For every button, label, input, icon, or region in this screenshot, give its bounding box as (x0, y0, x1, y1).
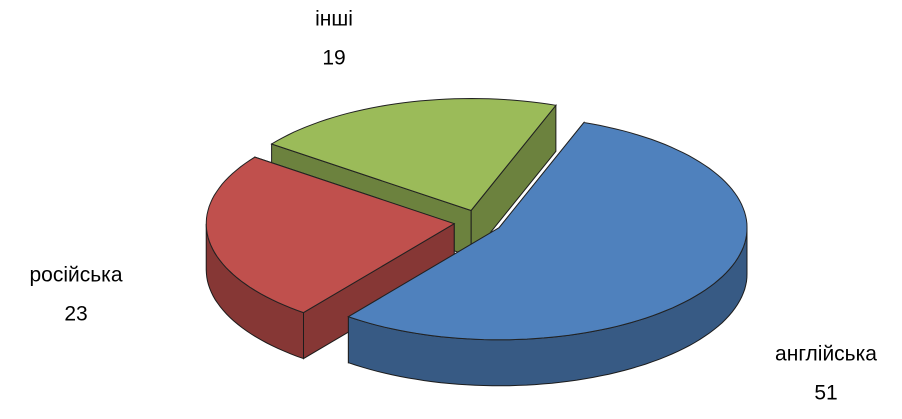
slice-shade (348, 227, 747, 386)
data-label-value: 19 (322, 47, 345, 70)
data-label-value: 51 (814, 382, 837, 405)
data-label-value: 23 (64, 303, 87, 326)
slice-shade (471, 105, 556, 257)
data-label-name: інші (315, 8, 353, 31)
slice (205, 156, 456, 360)
slice-top (270, 97, 557, 212)
slice-top (205, 156, 456, 314)
slice (347, 121, 748, 387)
data-label-name: англійська (775, 343, 877, 366)
data-label-name: російська (29, 264, 122, 287)
slice-shade (206, 223, 304, 359)
slice-shade (303, 223, 455, 359)
slice-top (347, 121, 748, 341)
